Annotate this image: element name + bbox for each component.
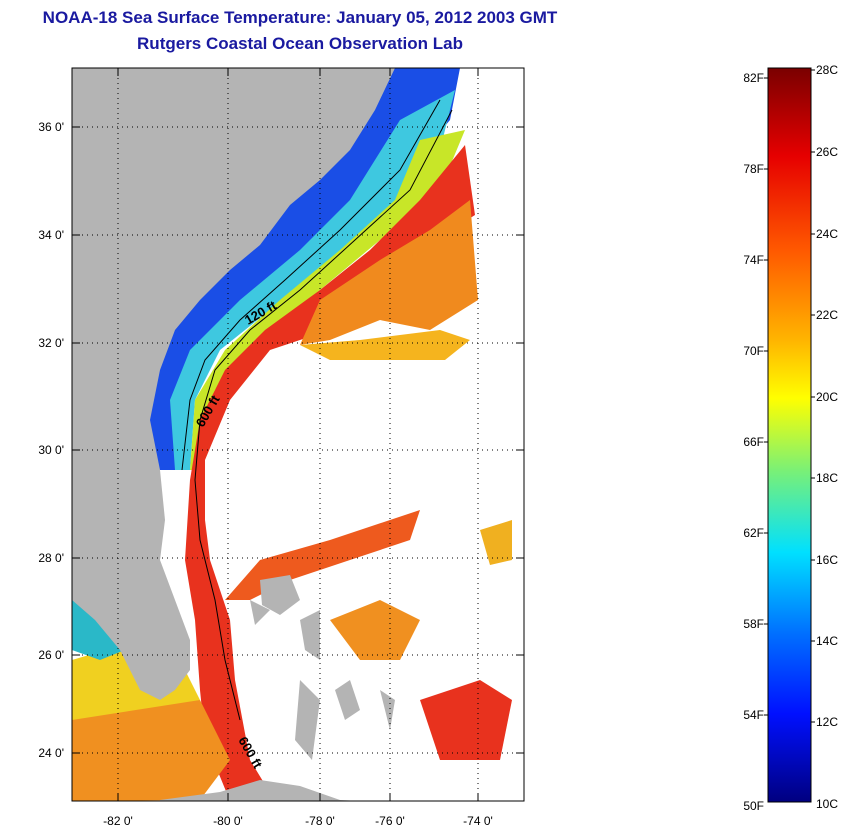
- colorbar-f-label: 66F: [743, 435, 764, 449]
- lat-tick-label: 24 0': [38, 746, 64, 760]
- colorbar-c-label: 28C: [816, 63, 838, 77]
- colorbar-f-label: 74F: [743, 253, 764, 267]
- southeast-patch: [420, 680, 512, 760]
- map-border: [71, 67, 525, 802]
- contour-line-120: [181, 99, 441, 471]
- lat-tick-label: 34 0': [38, 228, 64, 242]
- colorbar-ticks: [764, 69, 815, 723]
- colorbar-c-label: 24C: [816, 227, 838, 241]
- colorbar-f-label: 50F: [743, 799, 764, 813]
- shelf-water: [190, 130, 465, 470]
- contour-line-600: [194, 109, 453, 721]
- colorbar-c-label: 18C: [816, 471, 838, 485]
- warm-offshore-water: [300, 200, 478, 345]
- offshore-patch: [300, 330, 470, 360]
- lat-tick-label: 26 0': [38, 648, 64, 662]
- colorbar-gradient: [767, 67, 812, 803]
- colorbar-f-label: 70F: [743, 344, 764, 358]
- colorbar-c-label: 26C: [816, 145, 838, 159]
- lon-tick-label: -82 0': [103, 814, 133, 828]
- grid-lines: [72, 68, 524, 801]
- lat-tick-label: 32 0': [38, 336, 64, 350]
- colorbar-c-label: 10C: [816, 797, 838, 811]
- lon-tick-label: -76 0': [375, 814, 405, 828]
- colorbar-f-label: 62F: [743, 526, 764, 540]
- lon-tick-label: -80 0': [213, 814, 243, 828]
- lon-tick-label: -78 0': [305, 814, 335, 828]
- sst-map: 120 ft 600 ft 600 ft 36 0' 34 0' 32 0' 3…: [38, 67, 525, 828]
- coastal-cool-water: [170, 90, 455, 470]
- map-subtitle: Rutgers Coastal Ocean Observation Lab: [137, 34, 463, 53]
- land-us: [72, 68, 395, 700]
- east-patch: [480, 520, 512, 565]
- colorbar-f-label: 54F: [743, 708, 764, 722]
- land-cuba: [160, 780, 360, 801]
- map-ticks: [72, 68, 524, 801]
- florida-keys-water: [72, 700, 230, 801]
- south-patch: [330, 600, 420, 660]
- colorbar-f-label: 58F: [743, 617, 764, 631]
- colorbar-c-label: 12C: [816, 715, 838, 729]
- colorbar-c-label: 22C: [816, 308, 838, 322]
- colorbar-c-label: 14C: [816, 634, 838, 648]
- colorbar-f-label: 78F: [743, 162, 764, 176]
- colorbar-f-label: 82F: [743, 71, 764, 85]
- lat-tick-label: 30 0': [38, 443, 64, 457]
- temperature-colorbar: 82F 78F 74F 70F 66F 62F 58F 54F 50F 28C …: [743, 63, 838, 813]
- land-bahamas: [250, 575, 395, 760]
- colorbar-c-label: 20C: [816, 390, 838, 404]
- lat-tick-label: 28 0': [38, 551, 64, 565]
- east-plume: [225, 510, 420, 600]
- colorbar-c-label: 16C: [816, 553, 838, 567]
- map-title: NOAA-18 Sea Surface Temperature: January…: [42, 8, 558, 27]
- lon-tick-label: -74 0': [463, 814, 493, 828]
- lat-tick-label: 36 0': [38, 120, 64, 134]
